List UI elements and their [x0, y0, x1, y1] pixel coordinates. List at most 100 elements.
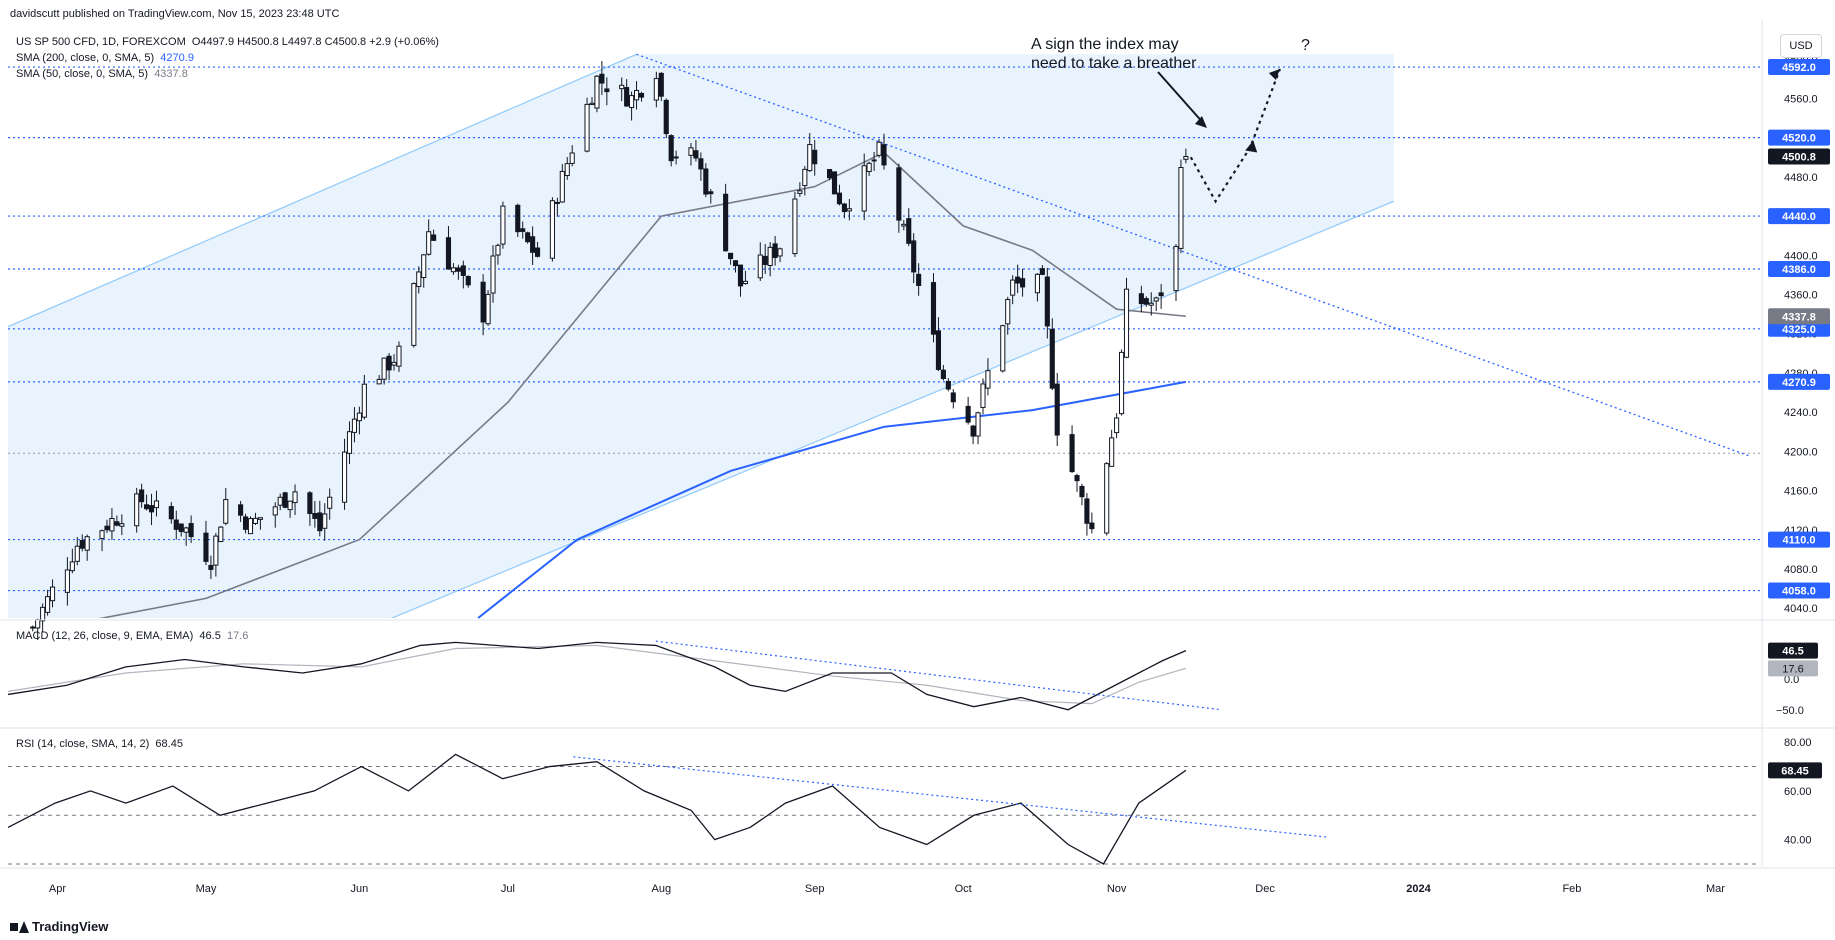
candle [1158, 284, 1164, 309]
candle-body [841, 203, 847, 213]
candle [485, 290, 491, 326]
candle [633, 81, 640, 110]
candle-body [1039, 268, 1045, 275]
candle-body [139, 489, 145, 503]
candle [564, 157, 570, 180]
candle [985, 358, 991, 396]
candle [777, 247, 783, 263]
candle [168, 502, 174, 524]
macd-legend-value: 46.5 [199, 630, 221, 642]
candle [1138, 285, 1144, 313]
sma200-legend: SMA (200, close, 0, SMA, 5) 4270.9 [16, 52, 194, 64]
rsi-value-badge-bg [1768, 762, 1822, 779]
candle-body [826, 169, 833, 179]
candle [148, 493, 155, 526]
candle-body [757, 254, 763, 279]
candle [84, 534, 90, 561]
candle [1005, 296, 1011, 335]
candle-body [1089, 522, 1095, 530]
candle [1118, 349, 1125, 416]
candle-body [218, 526, 224, 543]
candle [361, 374, 367, 420]
candle [292, 484, 298, 516]
candle [495, 243, 501, 265]
candle-body [114, 521, 120, 526]
candle-body [223, 499, 229, 524]
level-badge-bg [1768, 59, 1830, 76]
x-tick-label: Nov [1107, 883, 1127, 895]
candle [356, 406, 362, 435]
projection-path [1189, 68, 1281, 204]
candle-body [525, 232, 531, 243]
candle-body [307, 492, 313, 514]
candle [619, 77, 625, 102]
candle-body [99, 530, 105, 539]
candle [861, 153, 867, 221]
candle [935, 317, 942, 372]
candle [208, 555, 214, 580]
candle [688, 142, 694, 166]
candle-body [386, 355, 392, 371]
candle [252, 512, 259, 525]
symbol-line: US SP 500 CFD, 1D, FOREXCOM O4497.9 H450… [16, 36, 439, 48]
candle-body [1015, 276, 1021, 284]
candle [30, 625, 36, 632]
level-badge-bg [1768, 373, 1830, 390]
candle [79, 534, 85, 552]
candle [312, 501, 318, 528]
candle-body [861, 165, 867, 212]
sma50-legend: SMA (50, close, 0, SMA, 5) 4337.8 [16, 68, 188, 80]
candle [178, 523, 184, 537]
candle-body [871, 159, 877, 162]
candle [629, 91, 635, 121]
candle-body [1109, 437, 1115, 467]
candle [114, 515, 120, 527]
candle [1079, 483, 1085, 506]
candle-body [450, 267, 456, 273]
currency-button[interactable]: USD [1780, 34, 1822, 58]
candle-body [802, 168, 808, 187]
candle-body [1054, 383, 1060, 436]
x-tick-label: Mar [1706, 883, 1725, 895]
candle-body [346, 431, 353, 454]
candle [673, 150, 679, 165]
y-tick-label: 4040.0 [1784, 603, 1818, 615]
candle-body [74, 545, 80, 562]
candle [807, 133, 813, 172]
x-tick-label: Oct [955, 883, 972, 895]
candle-body [916, 273, 922, 286]
rsi-legend-value: 68.45 [155, 738, 183, 750]
annotation-question: ? [1301, 37, 1310, 54]
candle-body [178, 523, 184, 533]
candle [975, 411, 981, 445]
candle [732, 260, 739, 273]
candle [109, 508, 115, 540]
candle-body [272, 506, 278, 516]
candle [1143, 296, 1149, 307]
rsi-tick-label: 80.00 [1784, 737, 1812, 749]
candle-body [599, 73, 605, 84]
x-tick-label: Apr [49, 883, 66, 895]
candle-body [213, 535, 219, 566]
downtrend-line [636, 53, 1751, 457]
candle-body [742, 280, 748, 285]
candle [49, 579, 56, 608]
candle [658, 72, 664, 102]
candle-body [45, 596, 51, 613]
candle-body [1114, 417, 1120, 434]
candle [708, 189, 714, 204]
candle [554, 197, 560, 217]
candle-body [732, 260, 739, 267]
rsi-line [7, 753, 1187, 865]
candle-body [1123, 288, 1130, 358]
candle [589, 97, 595, 106]
candle [465, 275, 471, 288]
candle-body [950, 392, 956, 403]
candle [520, 221, 526, 239]
candle [965, 396, 971, 425]
candle [322, 503, 328, 541]
candle-body [1044, 276, 1050, 327]
rsi-legend: RSI (14, close, SMA, 14, 2) 68.45 [16, 738, 183, 750]
candle-body [381, 357, 387, 380]
candle [351, 407, 358, 443]
